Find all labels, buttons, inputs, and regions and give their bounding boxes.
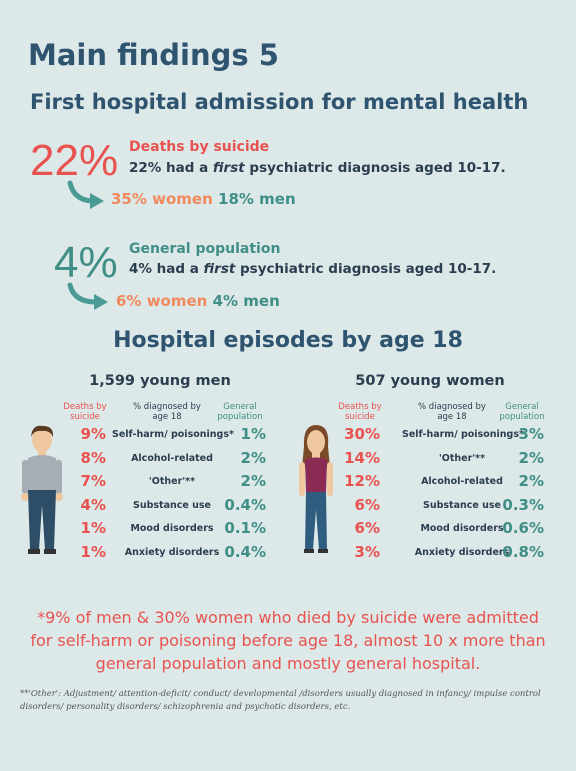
column-header: General population — [499, 402, 545, 422]
population-value: 2% — [240, 448, 266, 467]
suicide-value: 6% — [354, 519, 380, 537]
suicide-value: 4% — [80, 495, 106, 514]
suicide-value: 30% — [344, 425, 380, 443]
suicide-value: 1% — [80, 542, 106, 561]
row-label: Self-harm/ poisonings* — [112, 429, 234, 440]
arrow-head — [94, 294, 108, 310]
row-label: Mood disorders — [420, 523, 504, 534]
figure: 22% — [30, 136, 119, 185]
population-value: 0.1% — [224, 519, 266, 537]
population-value: 0.8% — [502, 542, 544, 561]
population-value: 2% — [518, 472, 544, 490]
row-label: Anxiety disorders — [414, 546, 510, 558]
row-label: Mood disorders — [130, 523, 214, 534]
population-value: 0.3% — [502, 495, 544, 514]
row-label: Anxiety disorders — [124, 546, 220, 558]
split: 35% women 18% men — [111, 190, 296, 208]
arrow — [67, 282, 99, 305]
row-label: Substance use — [422, 499, 502, 511]
footnote: **'Other': Adjustment/ attention-deficit… — [20, 689, 541, 712]
text: 4% had a — [129, 261, 199, 277]
heading: General population — [129, 241, 281, 257]
arrows — [67, 180, 99, 305]
row-label: Alcohol-related — [131, 452, 213, 464]
row-label: 'Other'** — [438, 452, 486, 464]
man-figure — [21, 425, 63, 554]
population-value: 2% — [240, 472, 266, 490]
population-value: 1% — [240, 425, 266, 443]
woman-figure — [299, 425, 333, 553]
suicide-value: 9% — [80, 425, 106, 443]
row-label: Self-harm/ poisonings* — [402, 429, 524, 440]
population-value: 2% — [518, 448, 544, 467]
men: 18% men — [218, 190, 296, 208]
note: *9% of men & 30% women who died by suici… — [30, 608, 546, 673]
men: 4% men — [212, 292, 280, 310]
row-label: Substance use — [132, 499, 212, 511]
text: psychiatric diagnosis aged 10-17. — [249, 160, 506, 176]
suicide-value: 1% — [80, 519, 106, 537]
subtitle: First hospital admission for mental heal… — [30, 90, 529, 114]
arrow-head — [90, 193, 104, 209]
suicide-value: 8% — [80, 448, 106, 467]
description: 4% had a first psychiatric diagnosis age… — [129, 261, 496, 277]
women: 35% women — [111, 190, 213, 208]
arrow — [67, 180, 95, 204]
text: psychiatric diagnosis aged 10-17. — [240, 261, 497, 277]
women: 6% women — [116, 292, 208, 310]
row-label: Alcohol-related — [421, 476, 503, 487]
split: 6% women 4% men — [116, 292, 280, 310]
heading: Deaths by suicide — [129, 139, 270, 155]
suicide-value: 14% — [344, 448, 380, 467]
suicide-value: 6% — [354, 495, 380, 514]
section-title: Hospital episodes by age 18 — [113, 328, 463, 353]
population-value: 0.4% — [224, 495, 266, 514]
suicide-value: 12% — [344, 472, 380, 490]
panel-title: 1,599 young men — [89, 373, 231, 389]
population-value: 0.4% — [224, 542, 266, 561]
column-header: General population — [217, 402, 263, 422]
panel-title: 507 young women — [355, 373, 505, 389]
suicide-value: 3% — [354, 542, 380, 561]
text: first — [203, 261, 236, 277]
row-label: 'Other'** — [148, 476, 196, 487]
text: first — [212, 160, 245, 176]
description: 22% had a first psychiatric diagnosis ag… — [129, 160, 506, 176]
column-header: % diagnosed by age 18 — [418, 402, 486, 422]
population-value: 0.6% — [502, 519, 544, 537]
title: Main findings 5 — [28, 38, 279, 72]
figure: 4% — [54, 238, 118, 287]
population-value: 3% — [518, 425, 544, 443]
text: 22% had a — [129, 160, 209, 176]
column-header: Deaths by suicide — [338, 402, 382, 422]
column-header: Deaths by suicide — [63, 402, 107, 422]
suicide-value: 7% — [80, 472, 106, 490]
column-header: % diagnosed by age 18 — [133, 402, 201, 422]
